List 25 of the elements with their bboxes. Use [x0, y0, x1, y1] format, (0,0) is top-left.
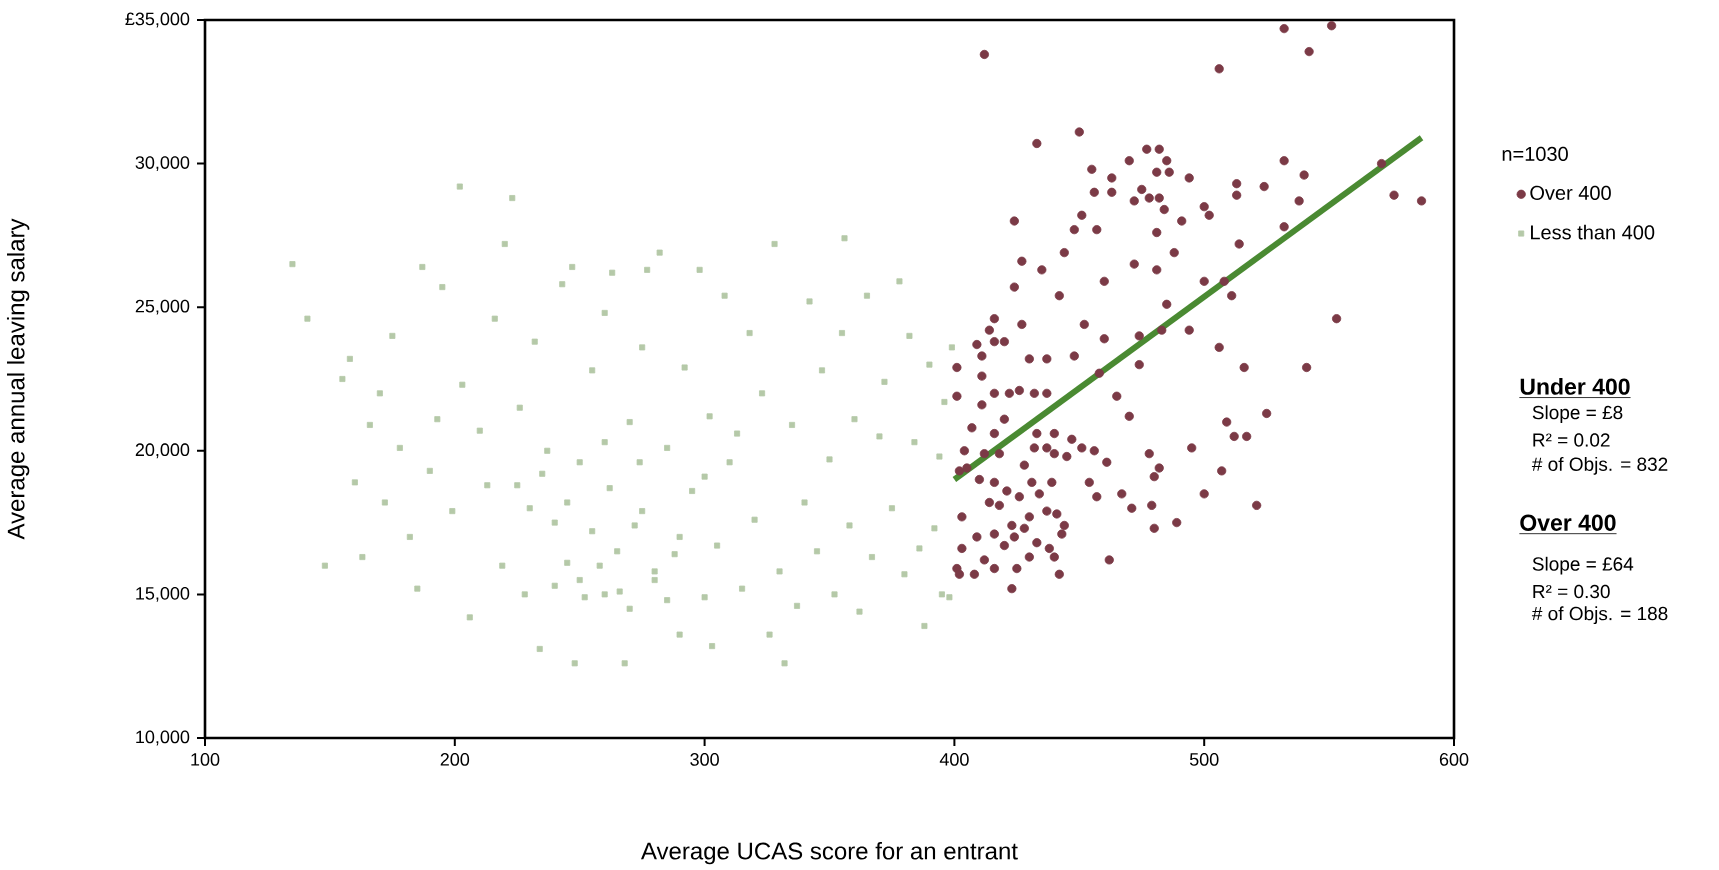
text: Slope = £8 — [1532, 405, 1623, 424]
y-tick-label: 20,000 — [135, 443, 190, 459]
text: Over 400 — [1520, 514, 1616, 531]
y-tick-label: 10,000 — [136, 730, 190, 746]
y-tick-label: 25,000 — [135, 299, 190, 315]
y-tick-label: £35,000 — [125, 12, 190, 28]
x-tick-label: 100 — [191, 753, 220, 766]
text: Under 400 — [1520, 377, 1630, 395]
x-tick-label: 300 — [690, 753, 719, 766]
y-axis-title: Average annual leaving salary — [6, 218, 30, 540]
text: # of Objs. = 832 — [1531, 457, 1668, 475]
y-tick-label: 30,000 — [135, 156, 190, 172]
text: R² = 0.30 — [1533, 584, 1610, 599]
x-tick-label: 400 — [939, 753, 969, 766]
legend-label: Less than 400 — [1531, 224, 1655, 240]
x-tick-label: 500 — [1189, 753, 1219, 766]
text: # of Objs. = 188 — [1531, 606, 1668, 625]
legend-label: Over 400 — [1530, 185, 1611, 200]
x-tick-label: 200 — [440, 753, 470, 766]
y-tick-label: 15,000 — [136, 586, 190, 602]
x-axis-title: Average UCAS score for an entrant — [640, 841, 1018, 865]
text: Slope = £64 — [1532, 556, 1634, 575]
text: R² = 0.02 — [1533, 433, 1610, 447]
legend-title: n=1030 — [1502, 146, 1568, 162]
x-tick-label: 600 — [1439, 753, 1469, 766]
